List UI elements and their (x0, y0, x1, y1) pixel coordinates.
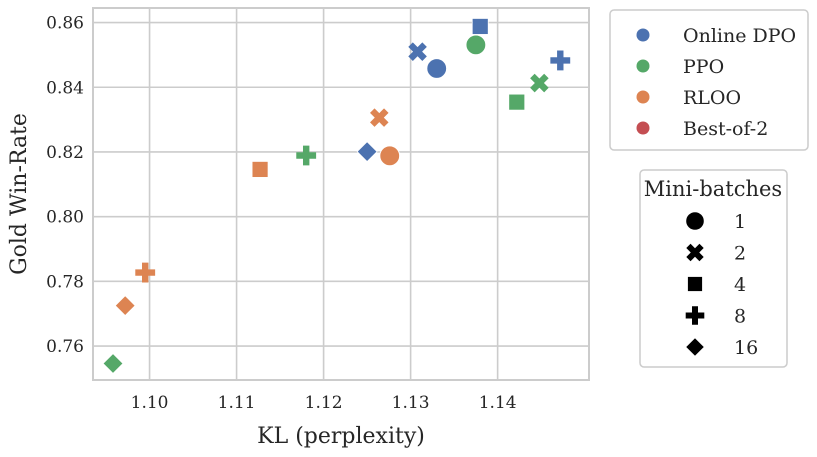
point-rloo-mb1 (379, 145, 401, 167)
point-ppo-mb16 (102, 353, 124, 374)
x-tick-label: 1.12 (305, 393, 343, 413)
y-tick-label: 0.82 (46, 143, 84, 163)
legend-minibatch-marker-16 (685, 337, 705, 357)
legend-minibatch-label: 2 (734, 243, 746, 265)
legend-method-label: Online DPO (683, 25, 796, 47)
legend-method-label: Best-of-2 (683, 118, 768, 140)
plot-frame (92, 7, 590, 381)
point-rloo-mb4 (251, 161, 269, 178)
point-online-dpo-mb2 (408, 42, 427, 61)
legend-method-marker (636, 28, 650, 42)
tick-labels: 1.10 1.11 1.12 1.13 1.14 0.76 0.78 0.80 0.82 0.84… (46, 14, 516, 413)
legend-methods-box (609, 9, 809, 151)
point-rloo-mb8 (135, 262, 156, 283)
point-rloo-mb2 (370, 108, 389, 127)
legend-methods: Online DPO PPO RLOO Best-of-2 (609, 9, 809, 151)
y-tick-label: 0.78 (46, 272, 84, 292)
y-axis-label: Gold Win-Rate (7, 113, 32, 275)
legend-minibatch-label: 1 (734, 211, 746, 233)
legend-method-marker (636, 59, 650, 73)
point-online-dpo-mb4 (471, 18, 489, 35)
point-rloo-mb16 (114, 295, 136, 317)
y-tick-label: 0.86 (46, 14, 84, 34)
legend-minibatch-marker-2 (686, 243, 704, 262)
y-tick-label: 0.76 (46, 337, 84, 357)
x-tick-label: 1.14 (479, 393, 517, 413)
legend-minibatches: Mini-batches 1 2 4 8 16 (639, 169, 788, 368)
x-tick-label: 1.13 (392, 393, 430, 413)
legend-method-label: PPO (683, 56, 724, 78)
x-tick-label: 1.10 (131, 393, 169, 413)
x-tick-label: 1.11 (218, 393, 256, 413)
y-tick-label: 0.80 (46, 208, 84, 228)
grid (93, 8, 589, 380)
point-ppo-mb4 (508, 93, 526, 111)
legend-method-label: RLOO (683, 87, 741, 109)
point-ppo-mb2 (530, 73, 549, 93)
legend-minibatch-label: 4 (734, 274, 746, 296)
point-online-dpo-mb1 (426, 58, 448, 79)
point-online-dpo-mb16 (356, 141, 378, 163)
point-ppo-mb8 (296, 145, 317, 166)
y-tick-label: 0.84 (46, 78, 84, 98)
point-online-dpo-mb8 (550, 50, 571, 71)
legend-method-marker (636, 90, 650, 104)
point-ppo-mb1 (465, 34, 487, 56)
x-axis-label: KL (perplexity) (257, 424, 425, 449)
legend-minibatch-marker-8 (685, 306, 705, 325)
legend-minibatch-label: 8 (734, 306, 746, 328)
data-points (102, 18, 571, 374)
legend-method-marker (636, 121, 650, 135)
legend-minibatches-title: Mini-batches (644, 177, 782, 201)
legend-minibatch-label: 16 (734, 337, 758, 359)
legend-minibatches-box (639, 169, 788, 368)
legend-minibatch-marker-1 (685, 211, 705, 231)
legend-minibatch-marker-4 (687, 276, 703, 292)
